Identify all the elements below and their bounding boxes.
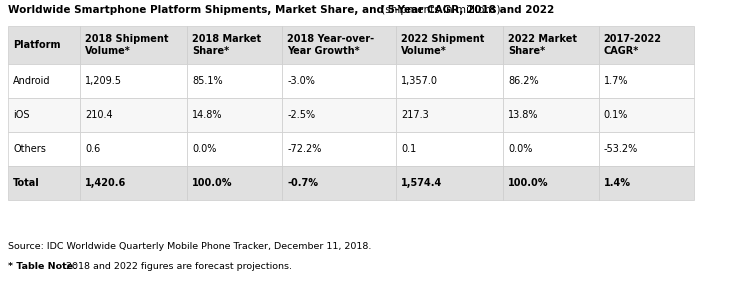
Text: (shipments in millions): (shipments in millions) <box>378 5 500 15</box>
Text: -0.7%: -0.7% <box>287 178 318 188</box>
Text: -3.0%: -3.0% <box>287 76 315 86</box>
Bar <box>503 166 599 200</box>
Bar <box>80 132 187 166</box>
Text: Others: Others <box>13 144 46 154</box>
Text: 1,574.4: 1,574.4 <box>401 178 443 188</box>
Bar <box>283 98 396 132</box>
Bar <box>599 64 694 98</box>
Text: -2.5%: -2.5% <box>287 110 315 120</box>
Text: 14.8%: 14.8% <box>192 110 223 120</box>
Bar <box>599 26 694 64</box>
Bar <box>503 64 599 98</box>
Text: 1,420.6: 1,420.6 <box>85 178 126 188</box>
Bar <box>187 98 283 132</box>
Bar <box>283 132 396 166</box>
Text: 1,357.0: 1,357.0 <box>401 76 438 86</box>
Bar <box>503 132 599 166</box>
Bar <box>80 166 187 200</box>
Text: 100.0%: 100.0% <box>508 178 549 188</box>
Bar <box>396 26 503 64</box>
Bar <box>396 64 503 98</box>
Text: -53.2%: -53.2% <box>604 144 638 154</box>
Text: 0.6: 0.6 <box>85 144 100 154</box>
Text: * Table Note:: * Table Note: <box>8 262 77 271</box>
Text: 1,209.5: 1,209.5 <box>85 76 123 86</box>
Bar <box>80 98 187 132</box>
Text: -72.2%: -72.2% <box>287 144 322 154</box>
Bar <box>396 98 503 132</box>
Text: 86.2%: 86.2% <box>508 76 539 86</box>
Text: 2018 and 2022 figures are forecast projections.: 2018 and 2022 figures are forecast proje… <box>63 262 292 271</box>
Bar <box>599 98 694 132</box>
Bar <box>187 64 283 98</box>
Bar <box>503 98 599 132</box>
Text: 0.1%: 0.1% <box>604 110 628 120</box>
Bar <box>187 166 283 200</box>
Text: 1.4%: 1.4% <box>604 178 630 188</box>
Text: 2022 Shipment
Volume*: 2022 Shipment Volume* <box>401 34 485 56</box>
Bar <box>8 132 80 166</box>
Bar <box>283 166 396 200</box>
Text: 210.4: 210.4 <box>85 110 113 120</box>
Text: 2018 Year-over-
Year Growth*: 2018 Year-over- Year Growth* <box>287 34 374 56</box>
Text: 2022 Market
Share*: 2022 Market Share* <box>508 34 577 56</box>
Bar <box>283 26 396 64</box>
Text: 2018 Shipment
Volume*: 2018 Shipment Volume* <box>85 34 169 56</box>
Text: 85.1%: 85.1% <box>192 76 223 86</box>
Bar <box>8 98 80 132</box>
Bar <box>80 64 187 98</box>
Text: 0.0%: 0.0% <box>508 144 533 154</box>
Text: 0.0%: 0.0% <box>192 144 216 154</box>
Text: 0.1: 0.1 <box>401 144 417 154</box>
Bar <box>187 132 283 166</box>
Text: Worldwide Smartphone Platform Shipments, Market Share, and 5-Year CAGR, 2018 and: Worldwide Smartphone Platform Shipments,… <box>8 5 554 15</box>
Bar <box>599 166 694 200</box>
Bar <box>396 132 503 166</box>
Bar <box>8 64 80 98</box>
Bar <box>283 64 396 98</box>
Text: 2017-2022
CAGR*: 2017-2022 CAGR* <box>604 34 661 56</box>
Text: Android: Android <box>13 76 50 86</box>
Bar <box>187 26 283 64</box>
Text: Platform: Platform <box>13 40 61 50</box>
Text: 217.3: 217.3 <box>401 110 430 120</box>
Bar <box>599 132 694 166</box>
Text: 2018 Market
Share*: 2018 Market Share* <box>192 34 261 56</box>
Text: 13.8%: 13.8% <box>508 110 539 120</box>
Text: Total: Total <box>13 178 40 188</box>
Bar <box>8 26 80 64</box>
Bar <box>8 166 80 200</box>
Bar <box>503 26 599 64</box>
Bar <box>396 166 503 200</box>
Bar <box>80 26 187 64</box>
Text: 1.7%: 1.7% <box>604 76 628 86</box>
Text: 100.0%: 100.0% <box>192 178 232 188</box>
Text: Source: IDC Worldwide Quarterly Mobile Phone Tracker, December 11, 2018.: Source: IDC Worldwide Quarterly Mobile P… <box>8 242 371 251</box>
Text: iOS: iOS <box>13 110 30 120</box>
